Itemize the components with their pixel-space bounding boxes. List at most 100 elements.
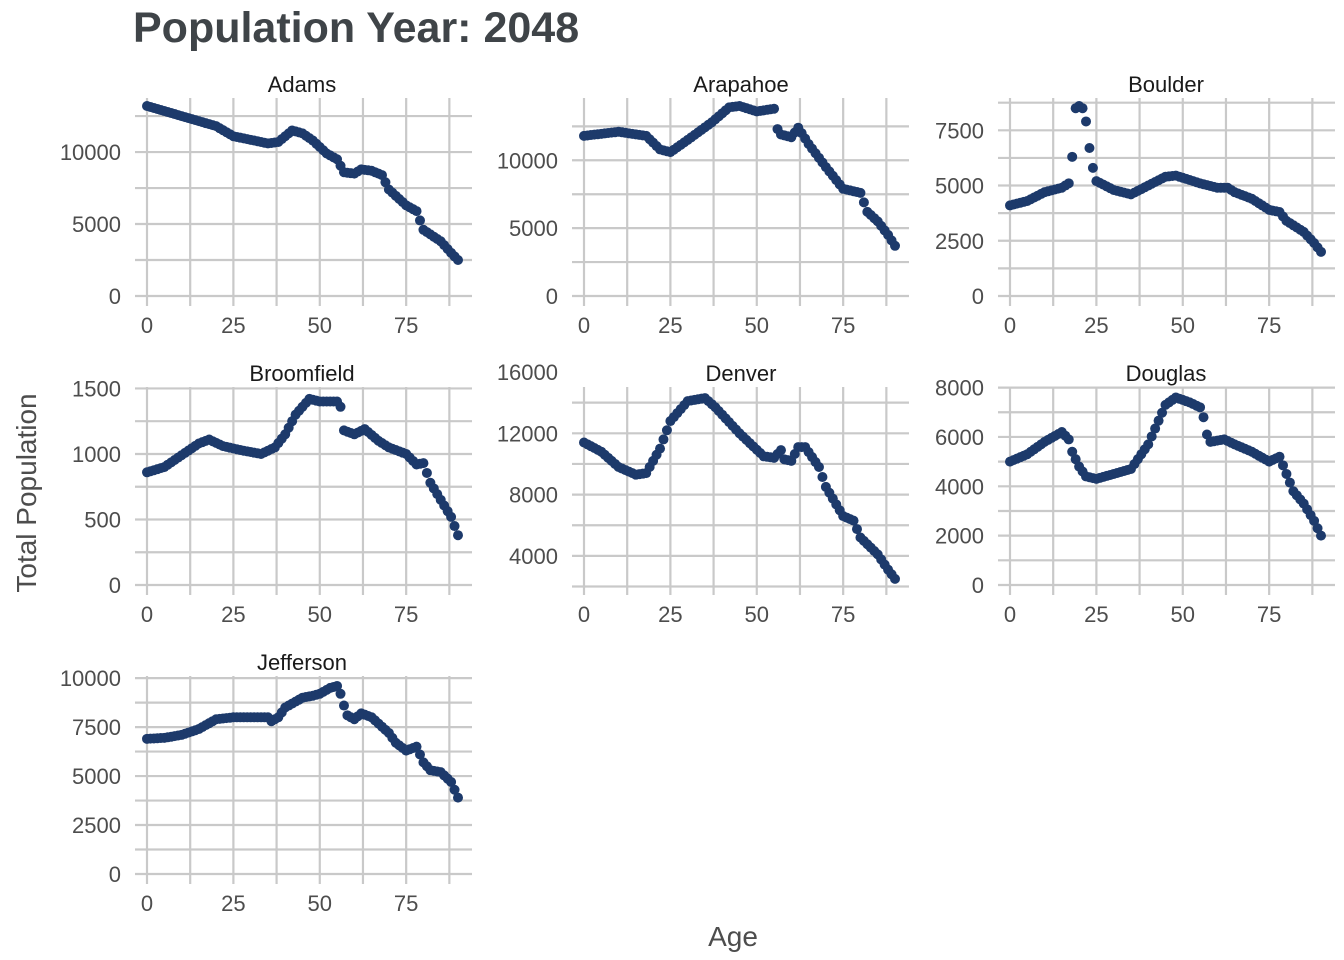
data-point — [855, 187, 866, 198]
data-point — [414, 749, 425, 760]
y-tick-label: 2500 — [935, 229, 984, 254]
y-tick-label: 5000 — [72, 212, 121, 237]
x-tick-label: 50 — [1171, 313, 1195, 338]
data-point — [890, 240, 900, 251]
data-point — [890, 573, 900, 584]
data-point — [453, 792, 463, 803]
x-tick-label: 25 — [658, 313, 682, 338]
y-tick-label: 1000 — [72, 442, 121, 467]
data-point — [1277, 460, 1288, 471]
panel-jefferson: Jefferson 0 2500 5000 7500 10000 0 25 50 75 — [60, 650, 472, 916]
y-tick-label: 0 — [972, 573, 984, 598]
x-tick-label: 0 — [1004, 602, 1016, 627]
chart-title: Population Year: 2048 — [133, 4, 579, 52]
x-tick-label: 0 — [141, 891, 153, 916]
x-tick-label: 50 — [308, 313, 332, 338]
y-tick-label: 7500 — [935, 118, 984, 143]
x-axis-title: Age — [708, 921, 758, 952]
data-point — [1316, 246, 1326, 257]
y-tick-label: 2000 — [935, 524, 984, 549]
data-point — [335, 688, 346, 699]
panel-title-arapahoe: Arapahoe — [693, 72, 788, 97]
x-tick-label: 50 — [745, 313, 769, 338]
data-point — [848, 515, 859, 526]
data-point — [1081, 116, 1092, 127]
data-point — [418, 458, 429, 469]
y-tick-label: 12000 — [497, 421, 558, 446]
x-tick-label: 75 — [394, 602, 418, 627]
data-point — [775, 445, 786, 456]
y-tick-label: 1500 — [72, 376, 121, 401]
data-point — [1063, 434, 1074, 445]
data-point — [1150, 423, 1161, 434]
y-tick-label: 2500 — [72, 813, 121, 838]
data-point — [1063, 178, 1074, 189]
x-tick-label: 50 — [308, 602, 332, 627]
panel-denver: Denver 4000 8000 12000 16000 0 25 50 75 — [497, 360, 909, 627]
data-point — [1281, 468, 1292, 479]
y-tick-label: 0 — [109, 573, 121, 598]
data-point — [1316, 530, 1326, 541]
x-tick-label: 0 — [578, 313, 590, 338]
y-tick-label: 0 — [546, 284, 558, 309]
y-tick-label: 6000 — [935, 425, 984, 450]
data-point — [1195, 402, 1206, 413]
panel-title-adams: Adams — [268, 72, 336, 97]
data-point — [411, 206, 422, 217]
data-point — [335, 401, 346, 412]
x-tick-label: 25 — [1084, 602, 1108, 627]
data-point — [414, 215, 425, 226]
data-point — [449, 521, 460, 532]
x-tick-label: 75 — [831, 602, 855, 627]
panel-title-jefferson: Jefferson — [257, 650, 347, 675]
y-tick-label: 10000 — [60, 666, 121, 691]
y-tick-label: 5000 — [509, 216, 558, 241]
data-point — [817, 471, 828, 482]
x-tick-label: 50 — [745, 602, 769, 627]
data-point — [453, 530, 463, 541]
data-point — [858, 197, 869, 208]
panel-douglas: Douglas 0 2000 4000 6000 8000 0 25 50 75 — [935, 361, 1335, 627]
x-tick-label: 50 — [308, 891, 332, 916]
data-point — [1077, 103, 1088, 114]
data-point — [1084, 142, 1095, 153]
data-point — [449, 784, 460, 795]
data-point — [1153, 415, 1164, 426]
y-tick-label: 10000 — [497, 148, 558, 173]
x-tick-label: 25 — [658, 602, 682, 627]
y-tick-label: 7500 — [72, 715, 121, 740]
x-tick-label: 25 — [221, 602, 245, 627]
y-tick-label: 500 — [84, 507, 121, 532]
panel-title-boulder: Boulder — [1128, 72, 1204, 97]
data-point — [1157, 407, 1168, 418]
y-tick-label: 8000 — [509, 483, 558, 508]
x-tick-label: 0 — [141, 602, 153, 627]
data-point — [1198, 412, 1209, 423]
data-point — [661, 425, 672, 436]
x-tick-label: 0 — [141, 313, 153, 338]
x-tick-label: 75 — [1257, 313, 1281, 338]
x-tick-label: 25 — [1084, 313, 1108, 338]
panel-title-denver: Denver — [706, 361, 777, 386]
x-tick-label: 25 — [221, 313, 245, 338]
data-point — [813, 462, 824, 473]
x-tick-label: 0 — [578, 602, 590, 627]
panel-arapahoe: Arapahoe 0 5000 10000 0 25 50 75 — [497, 72, 909, 338]
data-point — [1087, 162, 1098, 173]
data-point — [655, 443, 666, 454]
y-tick-label: 4000 — [935, 474, 984, 499]
panel-adams: Adams 0 5000 10000 0 25 50 75 — [60, 72, 472, 338]
x-tick-label: 75 — [1257, 602, 1281, 627]
x-tick-label: 75 — [394, 313, 418, 338]
x-tick-label: 25 — [221, 891, 245, 916]
panel-boulder: Boulder 0 2500 5000 7500 0 25 50 75 — [935, 72, 1335, 338]
x-tick-label: 75 — [831, 313, 855, 338]
y-tick-label: 16000 — [497, 360, 558, 385]
data-point — [1146, 431, 1157, 442]
data-point — [411, 741, 422, 752]
data-point — [1067, 151, 1078, 162]
data-point — [1284, 477, 1295, 488]
data-point — [453, 255, 463, 266]
